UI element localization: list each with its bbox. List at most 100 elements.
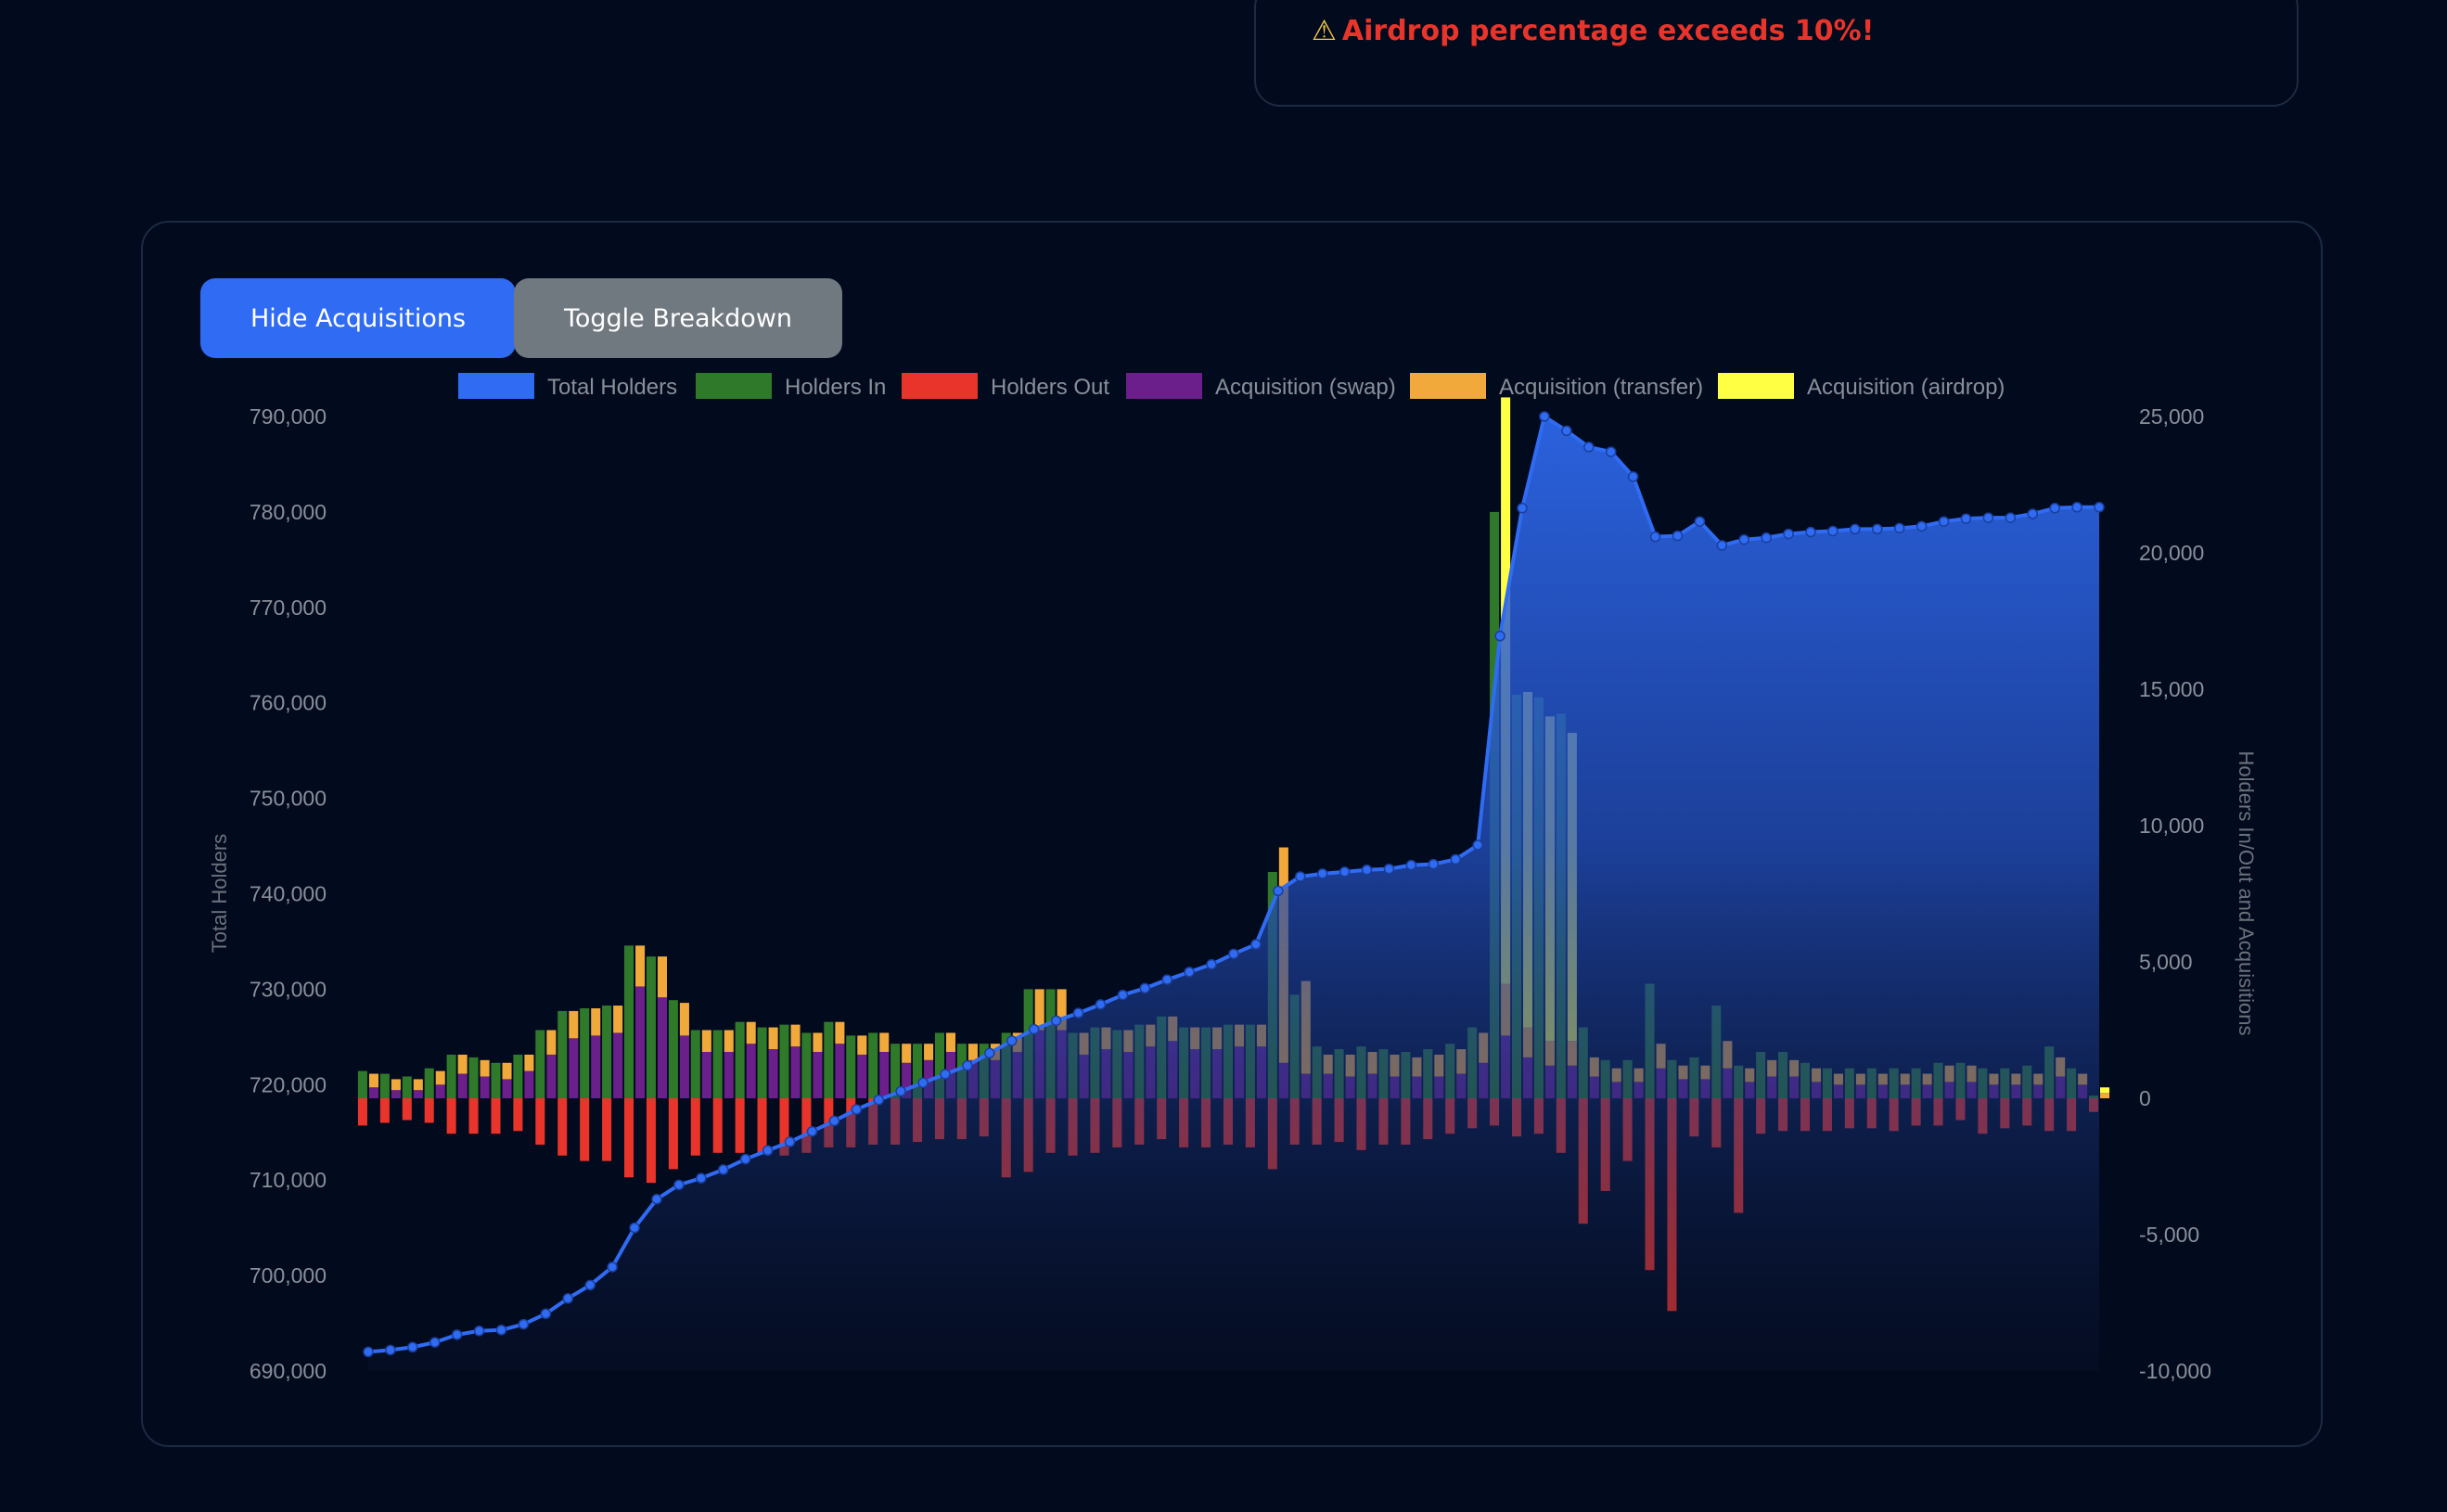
total-holders-point[interactable] <box>1982 512 1994 523</box>
total-holders-point[interactable] <box>629 1222 640 1234</box>
bar-acq-swap[interactable] <box>657 997 668 1098</box>
bar-holders-out[interactable] <box>468 1098 479 1134</box>
total-holders-point[interactable] <box>1805 526 1816 538</box>
bar-holders-in[interactable] <box>357 1070 367 1098</box>
total-holders-point[interactable] <box>1206 958 1217 970</box>
bar-holders-in[interactable] <box>491 1062 501 1098</box>
bar-acq-swap[interactable] <box>502 1079 512 1098</box>
total-holders-point[interactable] <box>2071 502 2082 513</box>
total-holders-point[interactable] <box>540 1308 552 1320</box>
total-holders-point[interactable] <box>1672 530 1684 542</box>
bar-acq-swap[interactable] <box>701 1052 711 1098</box>
bar-holders-in[interactable] <box>557 1010 568 1098</box>
bar-holders-out[interactable] <box>668 1098 678 1170</box>
total-holders-point[interactable] <box>2094 502 2105 513</box>
bar-acq-transfer[interactable] <box>679 1003 689 1036</box>
total-holders-point[interactable] <box>940 1069 951 1080</box>
legend-swatch-4[interactable] <box>1410 373 1486 399</box>
total-holders-point[interactable] <box>1915 520 1928 532</box>
legend-label-3[interactable]: Acquisition (swap) <box>1215 375 1396 400</box>
bar-acq-transfer[interactable] <box>569 1010 579 1039</box>
bar-acq-swap[interactable] <box>569 1038 579 1098</box>
total-holders-point[interactable] <box>1472 839 1483 851</box>
bar-holders-in[interactable] <box>890 1044 901 1098</box>
bar-acq-transfer[interactable] <box>480 1059 490 1077</box>
total-holders-point[interactable] <box>1649 531 1661 543</box>
bar-holders-in[interactable] <box>379 1073 390 1098</box>
bar-holders-in[interactable] <box>446 1054 456 1098</box>
total-holders-point[interactable] <box>1716 540 1728 551</box>
legend-swatch-3[interactable] <box>1126 373 1202 399</box>
bar-acq-transfer[interactable] <box>902 1044 912 1063</box>
bar-holders-out[interactable] <box>646 1098 656 1184</box>
legend-label-1[interactable]: Holders In <box>785 375 886 400</box>
total-holders-point[interactable] <box>1938 516 1950 527</box>
total-holders-point[interactable] <box>607 1262 618 1273</box>
bar-holders-out[interactable] <box>402 1098 412 1121</box>
total-holders-point[interactable] <box>762 1145 774 1157</box>
total-holders-point[interactable] <box>1316 868 1328 879</box>
legend-swatch-2[interactable] <box>902 373 978 399</box>
total-holders-point[interactable] <box>1827 525 1838 537</box>
bar-holders-in[interactable] <box>668 1000 678 1098</box>
bar-acq-transfer[interactable] <box>391 1079 401 1091</box>
bar-holders-out[interactable] <box>712 1098 723 1153</box>
bar-acq-swap[interactable] <box>790 1046 801 1098</box>
toggle-breakdown-button[interactable]: Toggle Breakdown <box>514 278 842 358</box>
bar-holders-in[interactable] <box>779 1024 789 1098</box>
total-holders-point[interactable] <box>806 1125 818 1137</box>
total-holders-point[interactable] <box>717 1164 729 1175</box>
bar-acq-transfer[interactable] <box>502 1062 512 1080</box>
total-holders-point[interactable] <box>962 1059 973 1071</box>
bar-holders-in[interactable] <box>690 1030 700 1099</box>
total-holders-point[interactable] <box>1627 471 1639 482</box>
total-holders-point[interactable] <box>1738 533 1750 545</box>
bar-holders-in[interactable] <box>868 1032 878 1098</box>
bar-holders-out[interactable] <box>779 1098 789 1156</box>
total-holders-point[interactable] <box>1361 865 1373 876</box>
bar-acq-transfer[interactable] <box>591 1007 601 1036</box>
bar-acq-swap[interactable] <box>524 1070 534 1098</box>
total-holders-point[interactable] <box>363 1346 374 1358</box>
bar-holders-out[interactable] <box>357 1098 367 1126</box>
bar-holders-out[interactable] <box>379 1098 390 1123</box>
bar-acq-swap[interactable] <box>368 1087 379 1098</box>
total-holders-point[interactable] <box>1517 503 1528 514</box>
bar-acq-swap[interactable] <box>679 1035 689 1098</box>
bar-acq-transfer[interactable] <box>457 1054 468 1074</box>
bar-acq-transfer[interactable] <box>1034 989 1044 1031</box>
bar-holders-out[interactable] <box>424 1098 434 1123</box>
bar-acq-transfer[interactable] <box>524 1054 534 1071</box>
bar-holders-in[interactable] <box>468 1057 479 1098</box>
bar-acq-swap[interactable] <box>879 1052 890 1098</box>
total-holders-point[interactable] <box>1539 411 1550 422</box>
total-holders-point[interactable] <box>696 1172 707 1184</box>
total-holders-point[interactable] <box>1893 522 1905 534</box>
bar-holders-out[interactable] <box>446 1098 456 1134</box>
hide-acquisitions-button[interactable]: Hide Acquisitions <box>200 278 516 358</box>
total-holders-point[interactable] <box>451 1329 463 1340</box>
bar-acq-swap[interactable] <box>746 1044 756 1098</box>
bar-holders-out[interactable] <box>735 1098 745 1153</box>
total-holders-point[interactable] <box>1250 939 1262 950</box>
bar-holders-out[interactable] <box>535 1098 545 1145</box>
bar-holders-in[interactable] <box>513 1054 523 1098</box>
bar-acq-swap[interactable] <box>835 1044 845 1098</box>
total-holders-point[interactable] <box>562 1293 574 1304</box>
legend-swatch-1[interactable] <box>696 373 772 399</box>
total-holders-point[interactable] <box>1117 989 1129 1001</box>
total-holders-point[interactable] <box>917 1077 929 1088</box>
bar-holders-in[interactable] <box>535 1030 545 1099</box>
bar-acq-transfer[interactable] <box>701 1030 711 1053</box>
bar-acq-transfer[interactable] <box>746 1021 756 1044</box>
bar-holders-in[interactable] <box>424 1068 434 1098</box>
bar-holders-in[interactable] <box>824 1021 834 1098</box>
total-holders-point[interactable] <box>895 1085 906 1097</box>
bar-holders-in[interactable] <box>580 1007 590 1098</box>
bar-holders-out[interactable] <box>602 1098 612 1161</box>
total-holders-point[interactable] <box>1383 863 1395 875</box>
bar-holders-in[interactable] <box>646 956 656 1098</box>
bar-acq-swap[interactable] <box>813 1052 823 1098</box>
bar-holders-in[interactable] <box>801 1032 812 1098</box>
total-holders-point[interactable] <box>1295 871 1306 882</box>
